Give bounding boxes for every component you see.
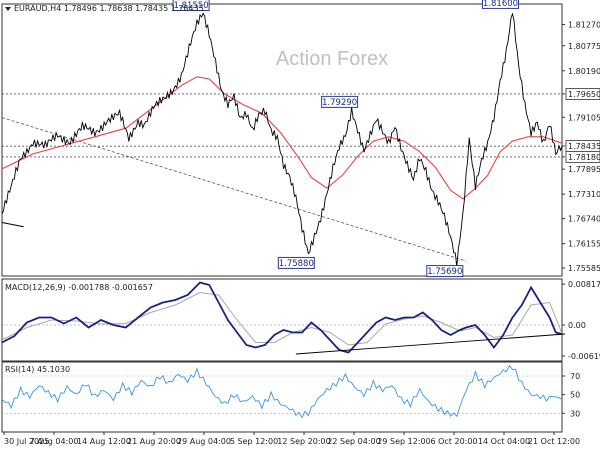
price-annotation-label: 1.75880 [279, 259, 314, 269]
price-annotation-box [277, 256, 315, 269]
price-y-axis: 1.81270 1.80775 1.80190 1.79650 1.79105 1.784… [562, 21, 600, 273]
x-tick-label: 22 Sep 04:00 [327, 437, 380, 446]
price-panel-frame [1, 3, 563, 277]
watermark: Action Forex [276, 48, 388, 70]
macd-y-tick-label: 0.008175 [568, 280, 600, 289]
x-tick-label: 5 Sep 12:00 [230, 437, 278, 446]
macd-trendline [295, 333, 566, 355]
price-annotation-box [321, 95, 359, 108]
macd-y-tick-label: -0.006199 [568, 352, 600, 361]
x-tick-label: 7 Aug 04:00 [30, 437, 79, 446]
price-annotation-label: 1.79290 [322, 98, 357, 108]
x-tick-label: 6 Oct 20:00 [430, 437, 477, 446]
rsi-header: RSI(14) 45.1030 [5, 365, 70, 374]
macd-header: MACD(12,26,9) -0.001788 -0.001657 [5, 283, 153, 292]
price-annotation-box [172, 0, 210, 12]
price-y-tick-label: 1.79650 [568, 90, 600, 99]
x-tick-label: 21 Aug 20:00 [127, 437, 181, 446]
price-y-tick-label: 1.78180 [568, 153, 600, 162]
price-y-tick-label: 1.77895 [568, 165, 600, 174]
rsi-panel: RSI(14) 45.1030 70 50 30 [1, 361, 580, 433]
price-annotation-label: 1.81600 [483, 0, 518, 9]
price-y-tick-label: 1.76155 [568, 240, 600, 249]
price-line [1, 12, 563, 268]
x-tick-label: 21 Oct 12:00 [528, 437, 580, 446]
price-y-tick-label: 1.81270 [568, 21, 600, 30]
price-y-tick-label: 1.76740 [568, 215, 600, 224]
price-annotation-box [481, 0, 519, 9]
macd-panel-frame [1, 278, 563, 362]
rsi-y-tick-label: 70 [570, 372, 580, 381]
price-y-highlight-box [565, 88, 600, 100]
price-annotation-label: 1.81550 [174, 1, 209, 11]
symbol-header: EURAUD,H4 1.78496 1.78638 1.78435 1.7843… [14, 4, 204, 13]
rsi-y-tick-label: 30 [570, 409, 580, 418]
x-tick-label: 14 Aug 12:00 [77, 437, 131, 446]
dropdown-triangle-icon [5, 7, 11, 11]
price-trendline-short [1, 221, 24, 228]
ma-line [1, 76, 563, 200]
price-panel: Action Forex 1.81550 1.81600 1.79290 1.75880… [1, 0, 600, 278]
x-tick-label: 29 Aug 04:00 [177, 437, 231, 446]
price-y-tick-label: 1.79105 [568, 113, 600, 122]
macd-y-tick-label: 0.00 [568, 321, 586, 330]
price-y-highlight-box [565, 151, 600, 163]
macd-line [1, 281, 563, 354]
rsi-panel-frame [1, 361, 563, 433]
x-tick-label: 30 Jul 2025 [4, 437, 49, 446]
price-annotation-box [426, 265, 464, 278]
rsi-y-tick-label: 50 [570, 391, 580, 400]
x-tick-label: 29 Sep 12:00 [377, 437, 430, 446]
price-y-tick-label: 1.80190 [568, 67, 600, 76]
rsi-line [1, 364, 563, 419]
price-y-tick-label: 1.77310 [568, 190, 600, 199]
price-y-tick-label: 1.78435 [568, 142, 600, 151]
macd-signal-line [1, 291, 563, 346]
price-y-tick-label: 1.80775 [568, 42, 600, 51]
x-tick-label: 12 Sep 20:00 [277, 437, 330, 446]
x-tick-label: 14 Oct 04:00 [478, 437, 530, 446]
macd-panel: MACD(12,26,9) -0.001788 -0.001657 0.00817… [1, 278, 600, 362]
price-annotation-label: 1.75690 [427, 267, 462, 277]
price-y-tick-label: 1.75585 [568, 264, 600, 273]
